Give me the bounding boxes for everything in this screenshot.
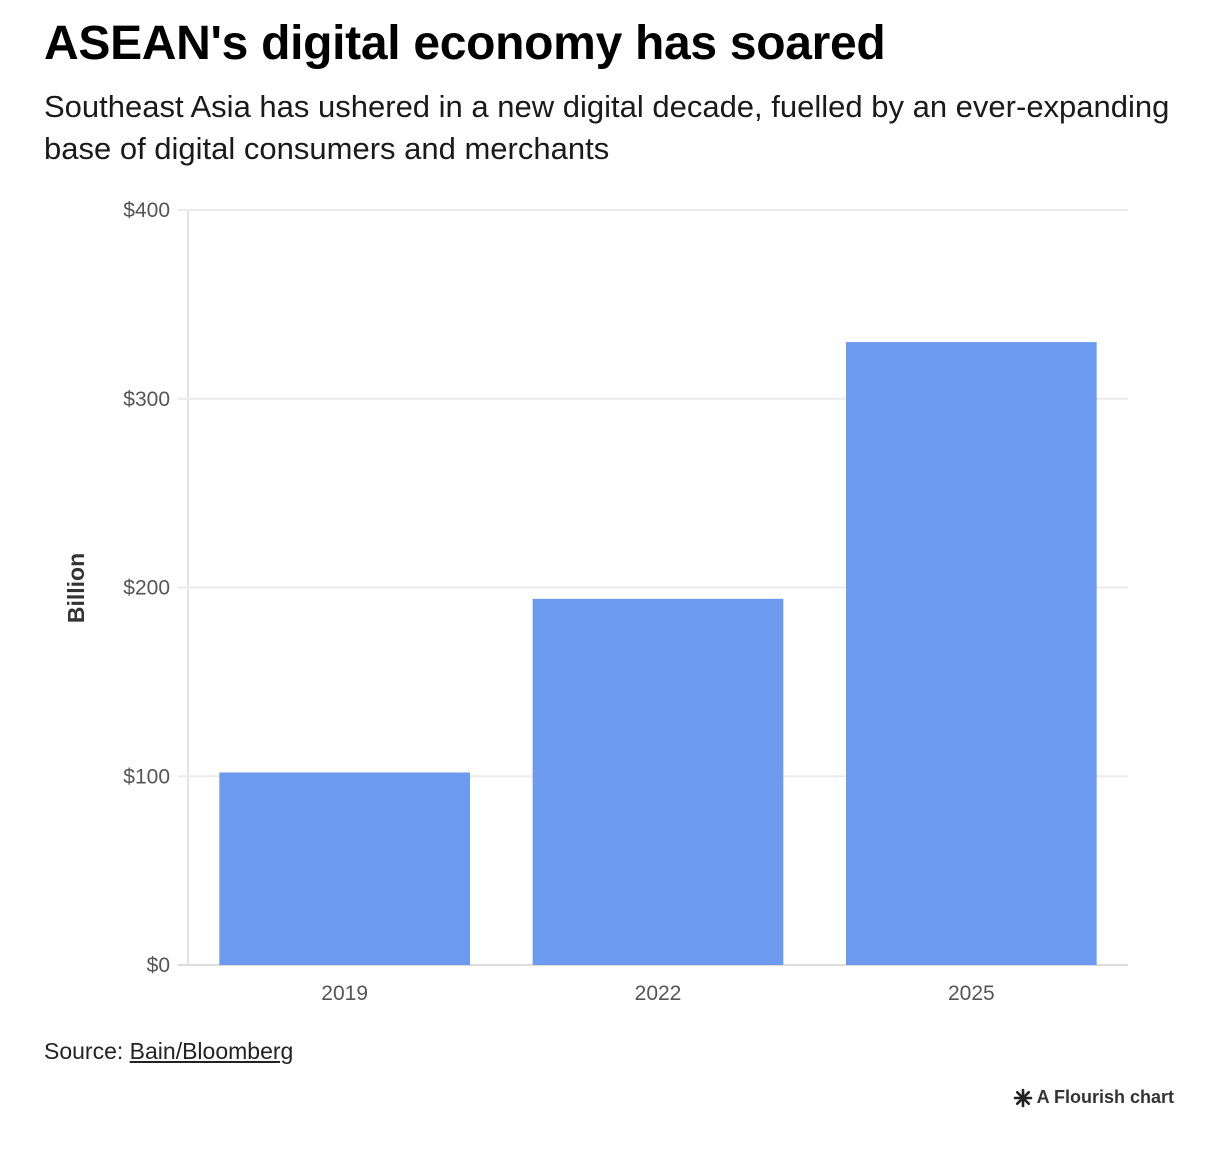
source-link[interactable]: Bain/Bloomberg — [129, 1038, 294, 1064]
chart-title: ASEAN's digital economy has soared — [44, 17, 886, 70]
bar-chart: $0 $100 $200 $300 $400 2019 2022 2025 Billion — [63, 199, 1128, 1005]
x-axis: 2019 2022 2025 — [321, 982, 994, 1005]
x-tick-label: 2019 — [321, 982, 368, 1005]
credit-text: A Flourish chart — [1036, 1087, 1174, 1107]
y-tick-label: $400 — [123, 199, 170, 222]
y-tick-label: $100 — [123, 765, 170, 788]
bars — [219, 342, 1097, 965]
y-tick-label: $200 — [123, 577, 170, 600]
x-tick-label: 2022 — [635, 982, 682, 1005]
flourish-credit[interactable]: A Flourish chart — [1013, 1087, 1174, 1108]
y-tick-label: $0 — [147, 954, 170, 977]
bar-2025[interactable] — [846, 342, 1097, 965]
chart-subtitle: Southeast Asia has ushered in a new digi… — [44, 89, 1170, 166]
source-prefix: Source: — [44, 1038, 130, 1064]
source-line: Source: Bain/Bloomberg — [44, 1038, 293, 1065]
x-tick-label: 2025 — [948, 982, 995, 1005]
y-axis-title: Billion — [63, 553, 89, 623]
bar-2019[interactable] — [219, 772, 470, 965]
flourish-asterisk-icon — [1013, 1088, 1032, 1107]
y-axis: $0 $100 $200 $300 $400 — [123, 199, 170, 977]
y-tick-label: $300 — [123, 388, 170, 411]
bar-2022[interactable] — [532, 598, 784, 965]
